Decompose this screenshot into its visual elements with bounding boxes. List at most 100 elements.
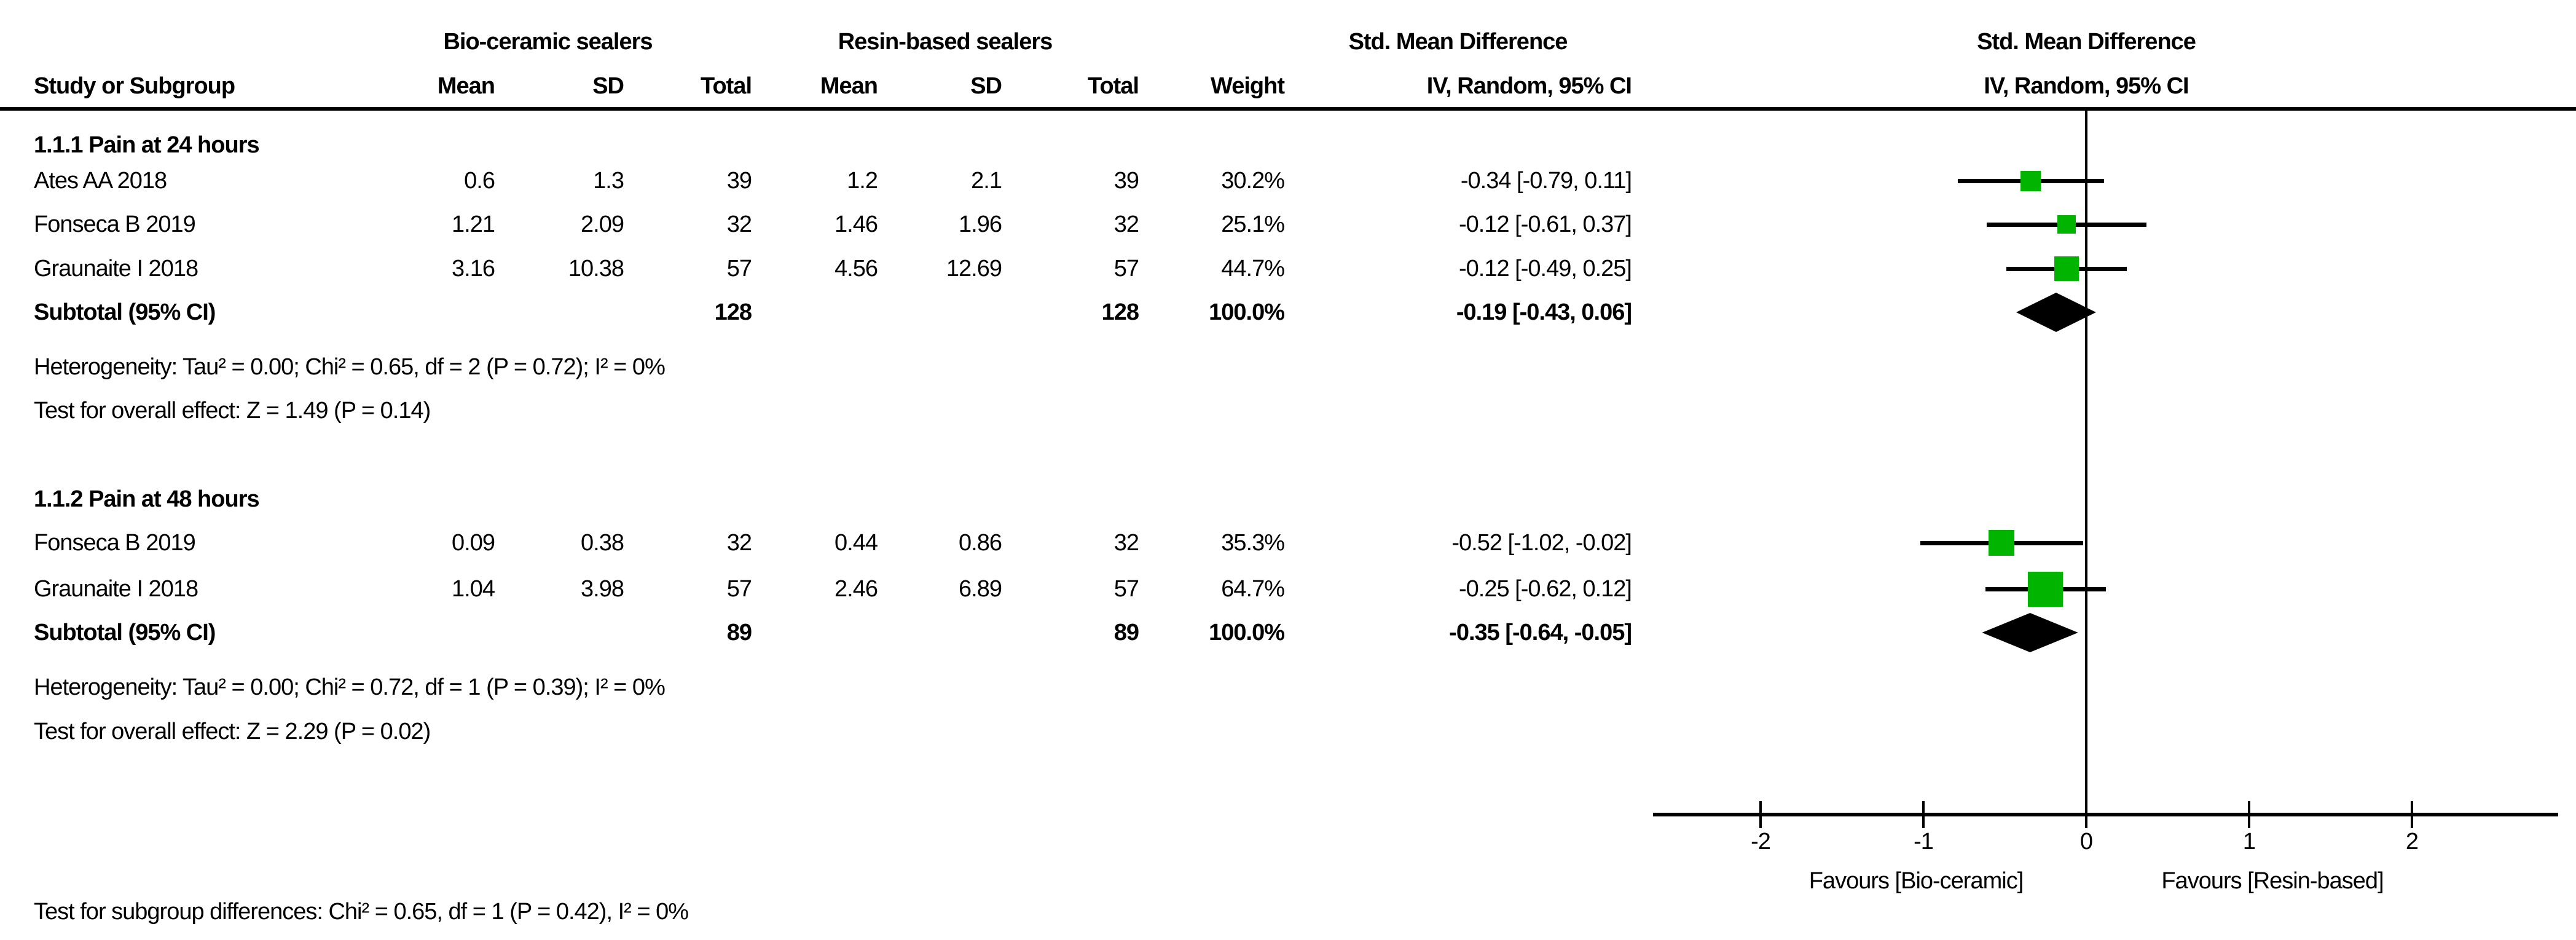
section-title: 1.1.2 Pain at 48 hours <box>34 486 260 512</box>
ci-cell: -0.35 [-0.64, -0.05] <box>1449 620 1632 646</box>
table-row: Ates AA 2018 0.6 1.3 39 1.2 2.1 39 30.2%… <box>34 163 1632 199</box>
sd1-cell: 1.3 <box>593 168 624 194</box>
study-label: Ates AA 2018 <box>34 168 167 194</box>
study-marker <box>1989 530 2015 556</box>
column-header-row: Study or Subgroup Mean SD Total Mean SD … <box>34 68 1632 104</box>
favours-left-label: Favours [Bio-ceramic] <box>1808 868 2024 894</box>
subtotal-diamond <box>1982 613 2078 652</box>
sd2-cell: 1.96 <box>959 211 1002 237</box>
mean2-cell: 1.2 <box>847 168 878 194</box>
mean2-cell: 0.44 <box>834 530 878 556</box>
group2-header: Resin-based sealers <box>838 29 1053 55</box>
weight-cell: 30.2% <box>1221 168 1285 194</box>
subtotal-label: Subtotal (95% CI) <box>34 299 216 325</box>
study-col-header: Study or Subgroup <box>34 73 235 99</box>
weight-cell: 25.1% <box>1221 211 1285 237</box>
group1-header: Bio-ceramic sealers <box>443 29 653 55</box>
total2-cell: 39 <box>1113 168 1139 194</box>
subtotal-label: Subtotal (95% CI) <box>34 620 216 646</box>
smd-col-subtitle: IV, Random, 95% CI <box>1426 73 1632 99</box>
axis-tick <box>2085 801 2087 828</box>
mean2-col-header: Mean <box>820 73 878 99</box>
total2-cell: 57 <box>1113 576 1139 602</box>
table-row: Graunaite I 2018 3.16 10.38 57 4.56 12.6… <box>34 251 1632 286</box>
plot-title: Std. Mean Difference <box>1977 29 2196 55</box>
total1-cell: 32 <box>726 530 752 556</box>
mean2-cell: 2.46 <box>834 576 878 602</box>
total1-cell: 89 <box>726 620 752 646</box>
sd2-cell: 0.86 <box>959 530 1002 556</box>
mean1-cell: 3.16 <box>452 256 495 282</box>
table-row: Fonseca B 2019 0.09 0.38 32 0.44 0.86 32… <box>34 525 1632 561</box>
study-label: Fonseca B 2019 <box>34 211 196 237</box>
total2-cell: 32 <box>1113 530 1139 556</box>
smd-column-title: Std. Mean Difference <box>1348 29 1568 55</box>
mean1-cell: 1.21 <box>452 211 495 237</box>
sd2-col-header: SD <box>970 73 1002 99</box>
favours-right-label: Favours [Resin-based] <box>2161 868 2384 894</box>
total1-cell: 57 <box>726 576 752 602</box>
study-marker <box>2028 571 2064 607</box>
total1-cell: 39 <box>726 168 752 194</box>
axis-tick <box>2411 801 2413 828</box>
axis-tick-label: 2 <box>2405 829 2419 855</box>
mean1-cell: 0.6 <box>464 168 495 194</box>
mean1-cell: 1.04 <box>452 576 495 602</box>
sd2-cell: 6.89 <box>959 576 1002 602</box>
study-label: Fonseca B 2019 <box>34 530 196 556</box>
ci-cell: -0.12 [-0.49, 0.25] <box>1459 256 1632 282</box>
weight-cell: 35.3% <box>1221 530 1285 556</box>
total2-cell: 128 <box>1101 299 1139 325</box>
total2-cell: 89 <box>1113 620 1139 646</box>
axis-tick-label: -2 <box>1751 829 1771 855</box>
study-label: Graunaite I 2018 <box>34 256 198 282</box>
sd1-cell: 0.38 <box>581 530 624 556</box>
total2-cell: 32 <box>1113 211 1139 237</box>
ci-cell: -0.12 [-0.61, 0.37] <box>1459 211 1632 237</box>
zero-line <box>2085 111 2087 815</box>
plot-subtitle: IV, Random, 95% CI <box>1984 73 2189 99</box>
weight-cell: 100.0% <box>1209 299 1285 325</box>
axis-tick-label: -1 <box>1914 829 1934 855</box>
sd2-cell: 12.69 <box>946 256 1002 282</box>
sd2-cell: 2.1 <box>971 168 1002 194</box>
weight-col-header: Weight <box>1211 73 1285 99</box>
table-row: Graunaite I 2018 1.04 3.98 57 2.46 6.89 … <box>34 571 1632 607</box>
subtotal-diamond <box>2016 293 2096 332</box>
sd1-cell: 10.38 <box>568 256 624 282</box>
study-marker <box>2020 170 2041 191</box>
section-title: 1.1.1 Pain at 24 hours <box>34 132 260 158</box>
subtotal-row: Subtotal (95% CI) 89 89 100.0% -0.35 [-0… <box>34 615 1632 650</box>
weight-cell: 44.7% <box>1221 256 1285 282</box>
axis-tick-label: 1 <box>2242 829 2256 855</box>
axis-tick <box>1922 801 1925 828</box>
total1-cell: 57 <box>726 256 752 282</box>
heterogeneity-note: Heterogeneity: Tau² = 0.00; Chi² = 0.65,… <box>34 354 666 380</box>
total1-cell: 128 <box>714 299 752 325</box>
subtotal-row: Subtotal (95% CI) 128 128 100.0% -0.19 [… <box>34 294 1632 330</box>
table-row: Fonseca B 2019 1.21 2.09 32 1.46 1.96 32… <box>34 207 1632 242</box>
header-rule <box>0 107 2576 111</box>
x-axis-line <box>1653 813 2558 816</box>
weight-cell: 100.0% <box>1209 620 1285 646</box>
study-marker <box>2054 256 2079 281</box>
sd1-col-header: SD <box>592 73 624 99</box>
mean1-col-header: Mean <box>437 73 495 99</box>
overall-effect-note: Test for overall effect: Z = 1.49 (P = 0… <box>34 398 431 424</box>
subgroup-test-note: Test for subgroup differences: Chi² = 0.… <box>34 899 689 925</box>
mean1-cell: 0.09 <box>452 530 495 556</box>
sd1-cell: 2.09 <box>581 211 624 237</box>
total2-cell: 57 <box>1113 256 1139 282</box>
mean2-cell: 4.56 <box>834 256 878 282</box>
ci-cell: -0.52 [-1.02, -0.02] <box>1451 530 1632 556</box>
ci-cell: -0.34 [-0.79, 0.11] <box>1460 168 1632 194</box>
axis-tick <box>2248 801 2250 828</box>
overall-effect-note: Test for overall effect: Z = 2.29 (P = 0… <box>34 719 431 744</box>
ci-cell: -0.25 [-0.62, 0.12] <box>1459 576 1632 602</box>
axis-tick-label: 0 <box>2079 829 2093 855</box>
ci-cell: -0.19 [-0.43, 0.06] <box>1456 299 1632 325</box>
weight-cell: 64.7% <box>1221 576 1285 602</box>
study-marker <box>2057 215 2076 234</box>
study-label: Graunaite I 2018 <box>34 576 198 602</box>
